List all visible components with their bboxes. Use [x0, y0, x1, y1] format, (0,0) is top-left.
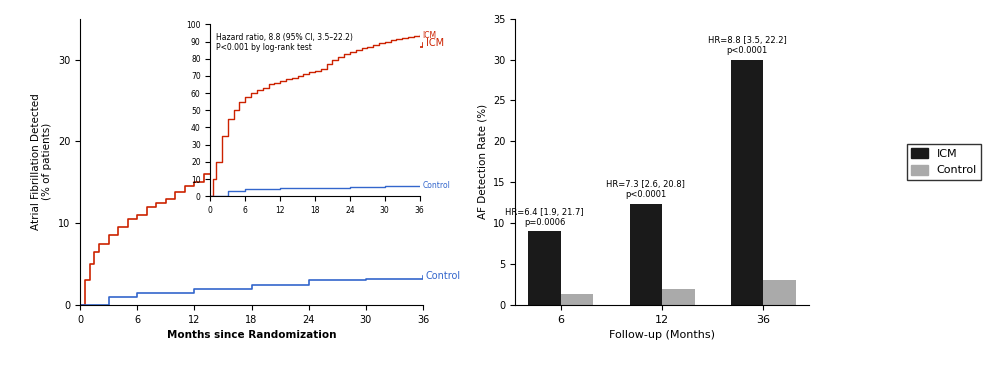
Legend: ICM, Control: ICM, Control: [907, 144, 981, 180]
Text: HR=6.4 [1.9, 21.7]
p=0.0006: HR=6.4 [1.9, 21.7] p=0.0006: [506, 208, 584, 227]
X-axis label: Follow-up (Months): Follow-up (Months): [610, 330, 715, 340]
Y-axis label: Atrial Fibrillation Detected
(% of patients): Atrial Fibrillation Detected (% of patie…: [31, 93, 52, 230]
Text: HR=8.8 [3.5, 22.2]
p<0.0001: HR=8.8 [3.5, 22.2] p<0.0001: [708, 36, 787, 55]
Bar: [662, 289, 695, 305]
Text: HR=7.3 [2.6, 20.8]
p<0.0001: HR=7.3 [2.6, 20.8] p<0.0001: [607, 180, 686, 199]
Bar: [731, 60, 764, 305]
Text: ICM: ICM: [425, 38, 444, 48]
Y-axis label: AF Detection Rate (%): AF Detection Rate (%): [477, 104, 487, 219]
Bar: [561, 294, 594, 305]
Bar: [529, 231, 561, 305]
X-axis label: Months since Randomization: Months since Randomization: [167, 330, 336, 340]
Bar: [630, 203, 662, 305]
Text: Control: Control: [425, 272, 461, 281]
Bar: [764, 280, 796, 305]
